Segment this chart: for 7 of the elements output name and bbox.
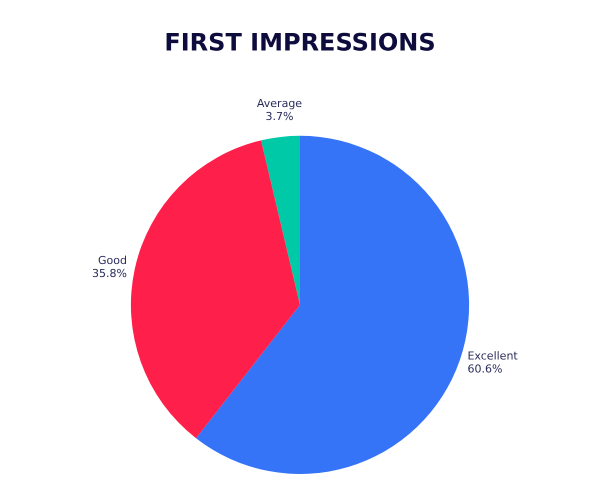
slice-label: Excellent — [467, 349, 518, 362]
slice-label: Good — [98, 254, 127, 268]
slice-label: Average — [256, 96, 302, 110]
chart-title: FIRST IMPRESSIONS — [164, 28, 436, 57]
data-label: 35.8% — [92, 267, 127, 280]
data-label: 3.7% — [266, 110, 294, 123]
data-label: 60.6% — [467, 362, 502, 376]
